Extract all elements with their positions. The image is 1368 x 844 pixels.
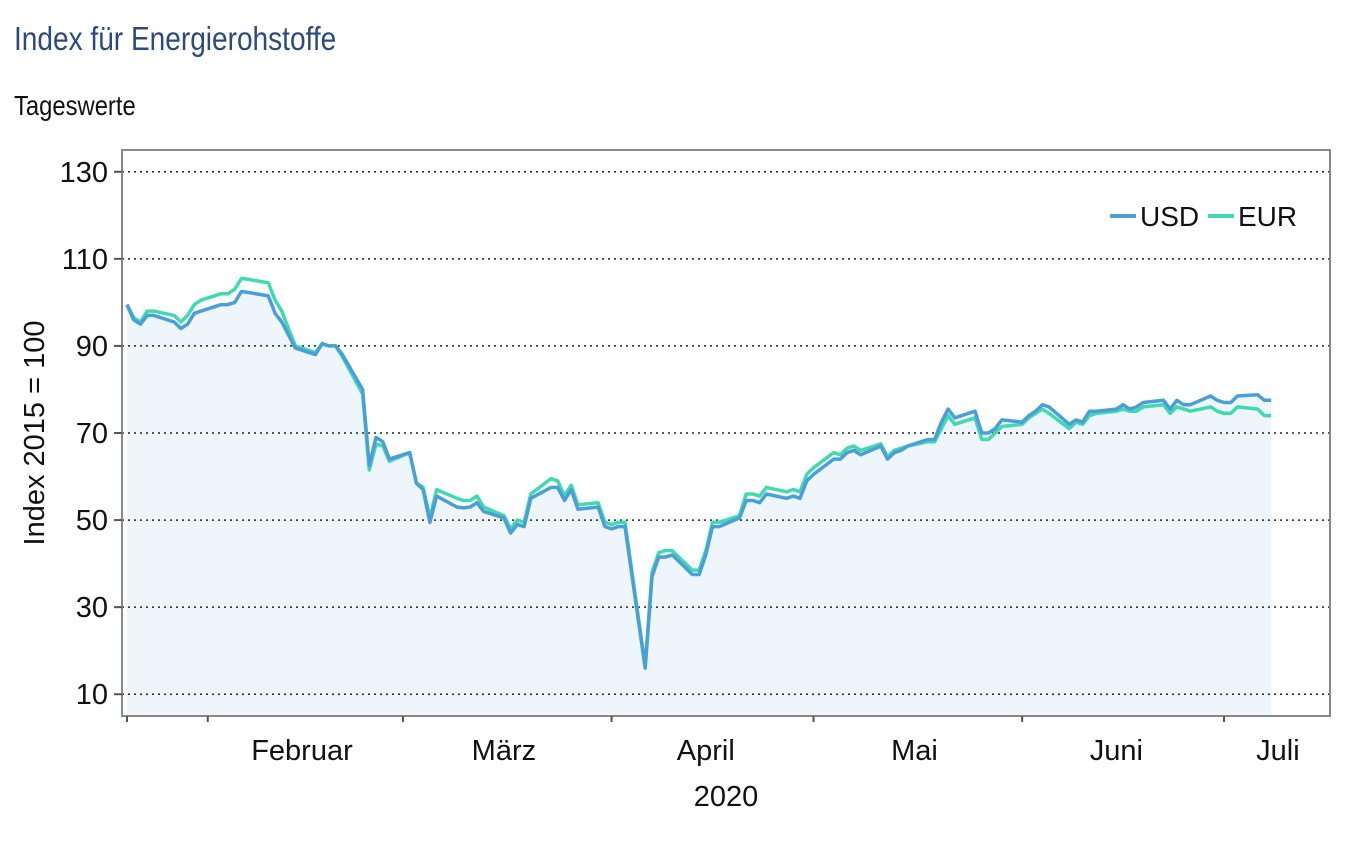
y-tick-label: 50 (76, 505, 108, 537)
chart-title: Index für Energierohstoffe (14, 20, 337, 57)
x-tick-label: Februar (251, 735, 353, 767)
x-tick-label: Juli (1256, 735, 1300, 767)
legend-label-usd: USD (1140, 201, 1199, 232)
y-tick-label: 10 (76, 679, 108, 711)
legend-label-eur: EUR (1238, 201, 1297, 232)
legend: USD EUR (1110, 201, 1297, 232)
x-tick-label: Mai (891, 735, 938, 767)
series-line-usd (125, 289, 1272, 670)
chart-subtitle: Tageswerte (14, 90, 136, 121)
area-fill-layer (127, 291, 1272, 716)
x-tick-label: April (677, 735, 735, 767)
y-axis-label: Index 2015 = 100 (19, 321, 51, 546)
x-axis-label: 2020 (694, 781, 759, 813)
y-tick-label: 30 (76, 592, 108, 624)
y-tick-label: 70 (76, 418, 108, 450)
x-tick-label: Juni (1090, 735, 1143, 767)
x-tick-label: März (472, 735, 536, 767)
y-tick-label: 110 (62, 244, 108, 276)
series-layer (125, 276, 1272, 670)
y-tick-label: 90 (76, 331, 108, 363)
area-fill (127, 291, 1272, 716)
axes: 10 30 50 70 90 110 130 Februar März April Mai Juni J… (60, 157, 1300, 767)
y-tick-label: 130 (60, 157, 108, 189)
